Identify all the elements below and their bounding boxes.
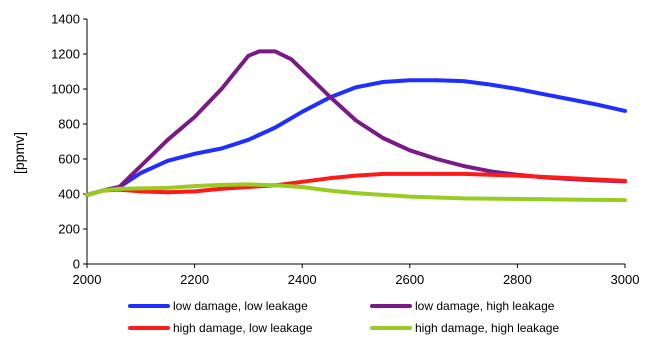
legend: low damage, low leakage low damage, high … <box>128 299 559 335</box>
x-tick-label: 3000 <box>611 272 640 287</box>
y-tick-label: 1000 <box>51 82 80 97</box>
legend-label-1: low damage, low leakage <box>173 299 308 313</box>
legend-label-4: high damage, high leakage <box>415 321 559 335</box>
plot-area <box>87 19 625 264</box>
y-tick-label: 600 <box>58 152 80 167</box>
x-tick-label: 2400 <box>288 272 317 287</box>
legend-label-2: low damage, high leakage <box>415 299 555 313</box>
series-line-1 <box>85 78 627 197</box>
y-tick-label: 1400 <box>51 12 80 27</box>
x-tick-label: 2800 <box>503 272 532 287</box>
series-line-4 <box>85 182 627 203</box>
y-tick-label: 0 <box>73 257 80 272</box>
y-axis-ticks: 0 200 400 600 800 1000 1200 1400 <box>51 12 87 272</box>
y-tick-label: 800 <box>58 117 80 132</box>
series-line-3 <box>85 171 627 197</box>
y-tick-label: 200 <box>58 222 80 237</box>
x-tick-label: 2000 <box>73 272 102 287</box>
axes <box>86 19 625 265</box>
x-tick-label: 2200 <box>180 272 209 287</box>
y-axis-title: [ppmv] <box>11 132 27 174</box>
x-tick-label: 2600 <box>395 272 424 287</box>
plot-background <box>87 19 625 264</box>
series-lines <box>85 49 627 203</box>
legend-label-3: high damage, low leakage <box>173 321 313 335</box>
x-axis-ticks: 2000 2200 2400 2600 2800 3000 <box>73 264 640 287</box>
y-tick-label: 1200 <box>51 47 80 62</box>
y-tick-label: 400 <box>58 187 80 202</box>
